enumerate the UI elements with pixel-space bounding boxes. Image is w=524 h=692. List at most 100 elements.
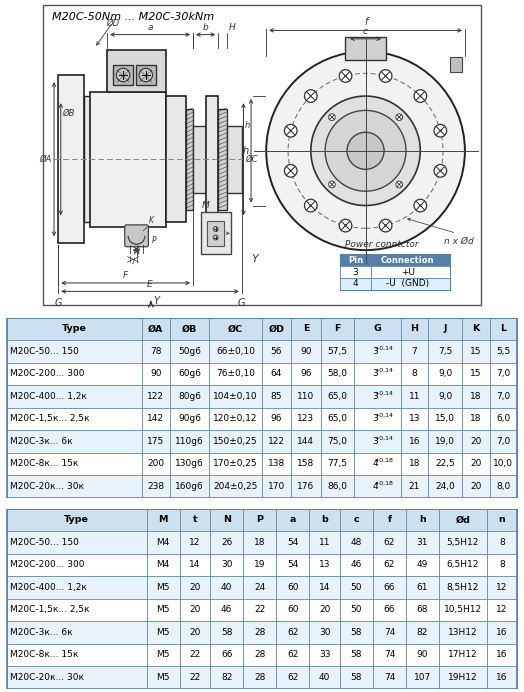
Text: K: K (472, 325, 479, 334)
Bar (210, 340, 261, 363)
Text: J: J (443, 325, 447, 334)
Text: 3: 3 (372, 392, 378, 401)
Text: 3: 3 (372, 347, 378, 356)
Text: Connection: Connection (381, 256, 434, 265)
Text: 62: 62 (287, 628, 299, 637)
Text: 58: 58 (351, 673, 362, 682)
Bar (406, 576, 439, 599)
Bar (406, 666, 439, 689)
Bar (354, 430, 400, 453)
Text: 160g6: 160g6 (175, 482, 204, 491)
Text: 16: 16 (496, 628, 508, 637)
Bar (147, 621, 180, 644)
Text: 3: 3 (353, 268, 358, 277)
Bar (136, 65, 156, 85)
Text: 75,0: 75,0 (328, 437, 347, 446)
Bar (354, 363, 400, 385)
Text: Pin: Pin (348, 256, 363, 265)
Text: M20C-400... 1,2к: M20C-400... 1,2к (10, 392, 87, 401)
Circle shape (329, 113, 335, 120)
Bar (373, 666, 406, 689)
Text: 13: 13 (409, 415, 420, 424)
Text: 19H12: 19H12 (448, 673, 478, 682)
Text: 21: 21 (409, 482, 420, 491)
Text: 144: 144 (298, 437, 314, 446)
Bar (166, 96, 186, 222)
Text: 18: 18 (409, 459, 420, 468)
Bar (210, 644, 243, 666)
Text: 130g6: 130g6 (175, 459, 204, 468)
Bar (462, 475, 489, 498)
Bar (7, 531, 147, 554)
Text: ØC: ØC (228, 325, 243, 334)
Circle shape (304, 90, 317, 102)
Text: 6,5H12: 6,5H12 (446, 561, 479, 570)
Bar (276, 621, 309, 644)
Text: 62: 62 (287, 650, 299, 659)
Circle shape (379, 70, 392, 82)
Text: 3: 3 (372, 370, 378, 379)
Circle shape (304, 199, 317, 212)
Text: 62: 62 (287, 673, 299, 682)
Text: ØB: ØB (62, 109, 75, 118)
Text: 30: 30 (221, 561, 233, 570)
Bar (142, 340, 170, 363)
Bar (340, 554, 373, 576)
Text: 28: 28 (254, 650, 266, 659)
Circle shape (310, 204, 312, 207)
Text: M5: M5 (156, 650, 170, 659)
Bar (90, 92, 166, 226)
Bar (487, 666, 517, 689)
Text: 107: 107 (414, 673, 431, 682)
Text: ØA: ØA (39, 155, 51, 164)
Text: 123: 123 (297, 415, 314, 424)
Text: a: a (290, 516, 296, 525)
Bar (400, 408, 428, 430)
Text: 90g6: 90g6 (178, 415, 201, 424)
Text: M20C-8к... 15к: M20C-8к... 15к (10, 459, 78, 468)
Text: 15: 15 (470, 370, 482, 379)
Circle shape (311, 96, 420, 206)
Circle shape (285, 165, 297, 177)
Bar (210, 666, 243, 689)
Circle shape (396, 113, 402, 120)
Bar (428, 340, 462, 363)
Bar (400, 453, 428, 475)
Text: 12: 12 (496, 606, 508, 614)
Text: 46: 46 (351, 561, 362, 570)
Bar (170, 385, 210, 408)
Text: 7,0: 7,0 (496, 370, 510, 379)
Bar (489, 385, 517, 408)
Circle shape (289, 129, 292, 132)
Text: G: G (54, 298, 62, 308)
Bar (354, 385, 400, 408)
Bar (373, 644, 406, 666)
Text: M20C-20к... 30к: M20C-20к... 30к (10, 482, 84, 491)
Text: P: P (256, 516, 263, 525)
Text: P: P (152, 235, 156, 244)
Text: J: J (132, 257, 134, 264)
Text: 22: 22 (189, 673, 201, 682)
Bar (210, 509, 243, 531)
Bar (261, 385, 291, 408)
Bar (489, 318, 517, 340)
Text: 13: 13 (319, 561, 330, 570)
Bar (439, 531, 487, 554)
Bar (354, 475, 400, 498)
Text: 16: 16 (409, 437, 420, 446)
Bar (428, 363, 462, 385)
Bar (7, 666, 147, 689)
Bar (170, 408, 210, 430)
Text: 3: 3 (372, 415, 378, 424)
Bar (276, 531, 309, 554)
Text: 61: 61 (417, 583, 428, 592)
Text: 90: 90 (417, 650, 428, 659)
Bar (354, 318, 400, 340)
Text: 170±0,25: 170±0,25 (213, 459, 258, 468)
Text: M20C-200... 300: M20C-200... 300 (10, 561, 84, 570)
Bar (147, 554, 180, 576)
Bar (261, 430, 291, 453)
Bar (180, 554, 210, 576)
Bar (354, 408, 400, 430)
Text: M4: M4 (157, 538, 170, 547)
